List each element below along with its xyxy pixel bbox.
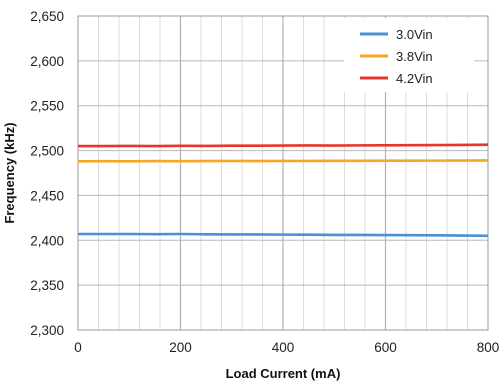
x-axis-tick-labels: 0 200 400 600 800	[74, 340, 499, 355]
y-tick-label: 2,550	[30, 99, 64, 114]
y-tick-label: 2,600	[30, 54, 64, 69]
x-tick-label: 200	[169, 340, 192, 355]
legend-label-3-0vin: 3.0Vin	[396, 27, 433, 42]
y-tick-label: 2,350	[30, 278, 64, 293]
y-tick-label: 2,450	[30, 188, 64, 203]
legend-label-3-8vin: 3.8Vin	[396, 49, 433, 64]
legend: 3.0Vin 3.8Vin 4.2Vin	[344, 18, 474, 92]
x-tick-label: 800	[477, 340, 500, 355]
x-tick-label: 600	[374, 340, 397, 355]
x-tick-label: 400	[272, 340, 295, 355]
y-tick-label: 2,400	[30, 233, 64, 248]
y-tick-label: 2,300	[30, 323, 64, 338]
x-tick-label: 0	[74, 340, 82, 355]
series-lines	[77, 143, 489, 238]
y-tick-label: 2,500	[30, 144, 64, 159]
legend-label-4-2vin: 4.2Vin	[396, 71, 433, 86]
series-line-4-2vin	[78, 143, 489, 148]
plot-area	[77, 15, 489, 331]
y-axis-title: Frequency (kHz)	[2, 122, 17, 223]
x-axis-title: Load Current (mA)	[226, 366, 341, 381]
series-line-3-0vin	[78, 232, 489, 238]
series-line-3-8vin	[77, 159, 489, 163]
y-tick-label: 2,650	[30, 9, 64, 24]
y-axis-tick-labels: 2,300 2,350 2,400 2,450 2,500 2,550 2,600 2,650	[30, 9, 64, 338]
